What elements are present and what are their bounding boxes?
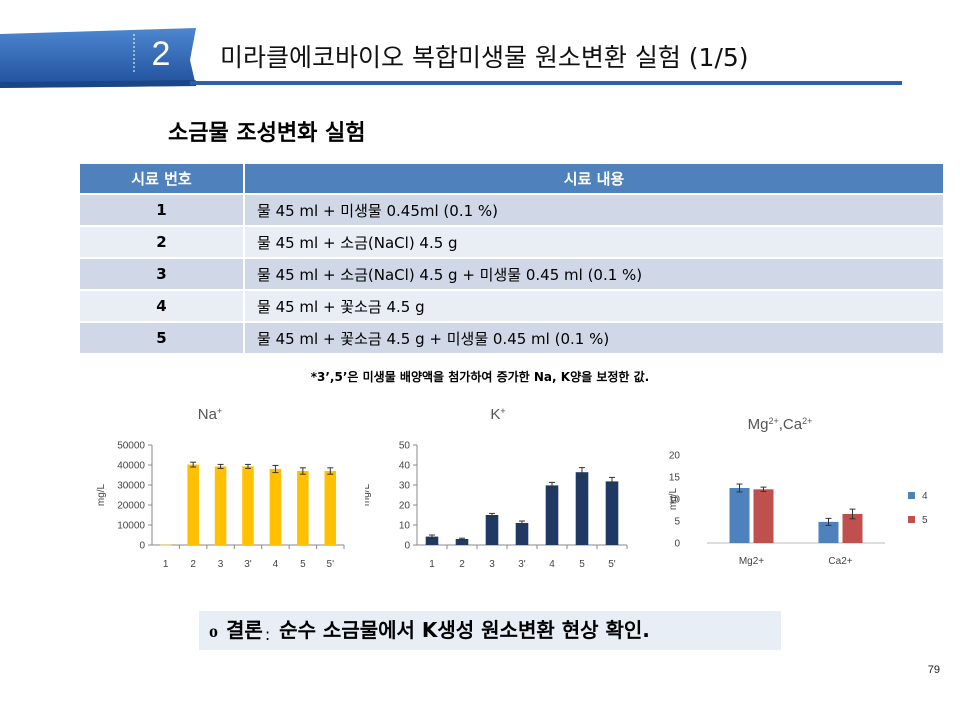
y-tick-label: 20 — [399, 501, 411, 512]
y-tick-label: 10000 — [117, 521, 145, 532]
legend-swatch — [908, 492, 915, 499]
y-tick-label: 30000 — [117, 481, 145, 492]
bar — [515, 523, 529, 545]
x-tick-label: 2 — [190, 559, 196, 570]
sample-table: 시료 번호 시료 내용 1 물 45 ml + 미생물 0.45ml (0.1 … — [80, 164, 943, 353]
table-row: 4 물 45 ml + 꽃소금 4.5 g — [80, 289, 943, 322]
x-tick-label: 5 — [300, 559, 306, 570]
bar — [297, 471, 309, 545]
bar — [575, 472, 589, 545]
bar — [242, 466, 254, 545]
x-tick-label: Ca2+ — [828, 556, 852, 567]
table-header-row: 시료 번호 시료 내용 — [80, 164, 943, 194]
chart-title: Mg2+,Ca2+ — [748, 416, 813, 433]
column-header-sample-content: 시료 내용 — [244, 164, 943, 194]
section-subtitle: 소금물 조성변화 실험 — [168, 121, 366, 146]
legend-label: 5 — [922, 515, 928, 526]
chart-title: K+ — [490, 406, 505, 423]
bar — [324, 471, 337, 545]
sample-content: 물 45 ml + 소금(NaCl) 4.5 g + 미생물 0.45 ml (… — [244, 257, 943, 290]
title-underline — [190, 81, 902, 85]
y-tick-label: 50000 — [117, 441, 145, 452]
y-tick-label: 20 — [669, 451, 681, 462]
mg-ca-chart: Mg2+,Ca2+ 0 5 10 15 20 mg/L Mg2+ Ca2+ 4 5 — [668, 416, 928, 567]
k-chart: K+ 0 10 20 30 40 50 mg/L 1 2 3 3' 4 5 5' — [365, 406, 628, 570]
y-tick-label: 10 — [399, 521, 411, 532]
y-tick-label: 0 — [674, 539, 680, 550]
legend-swatch — [908, 516, 915, 523]
section-number: 2 — [151, 35, 171, 73]
x-tick-label: 5' — [327, 559, 335, 570]
bullet-icon: o — [209, 621, 218, 641]
x-tick-label: 1 — [163, 559, 169, 570]
na-chart: Na+ 0 10000 20000 30000 40000 50000 mg/L 1 2 3 3' 4 5… — [96, 406, 345, 570]
bar — [269, 469, 282, 545]
column-header-sample-no: 시료 번호 — [80, 164, 245, 194]
sample-content: 물 45 ml + 꽃소금 4.5 g — [244, 289, 943, 322]
bar — [187, 464, 199, 545]
sample-no: 1 — [80, 193, 245, 226]
conclusion-text: 순수 소금물에서 K생성 원소변환 현상 확인. — [272, 618, 650, 642]
bar — [605, 481, 619, 545]
y-tick-label: 40000 — [117, 461, 145, 472]
y-tick-label: 0 — [404, 541, 410, 552]
chart-title: Na+ — [198, 406, 222, 423]
x-tick-label: 4 — [273, 559, 279, 570]
conclusion-box: o 결론: 순수 소금물에서 K생성 원소변환 현상 확인. — [199, 611, 781, 650]
x-tick-label: 5 — [579, 559, 585, 570]
sample-no: 5 — [80, 321, 245, 353]
y-tick-label: 15 — [669, 473, 681, 484]
bar — [425, 536, 439, 545]
table-row: 2 물 45 ml + 소금(NaCl) 4.5 g — [80, 225, 943, 258]
x-tick-label: Mg2+ — [739, 556, 764, 567]
x-tick-label: 3' — [244, 559, 252, 570]
x-tick-label: 5' — [608, 559, 616, 570]
bar — [455, 539, 469, 545]
bar — [729, 488, 750, 543]
table-row: 5 물 45 ml + 꽃소금 4.5 g + 미생물 0.45 ml (0.1… — [80, 321, 943, 353]
sample-no: 2 — [80, 225, 245, 258]
x-tick-label: 2 — [459, 559, 465, 570]
conclusion-label: 결론 — [226, 618, 263, 642]
table-footnote: *3’,5’은 미생물 배양액을 첨가하여 증가한 Na, K양을 보정한 값. — [310, 370, 650, 384]
sample-no: 4 — [80, 289, 245, 322]
sample-no: 3 — [80, 257, 245, 290]
conclusion-colon: : — [264, 625, 271, 644]
sample-content: 물 45 ml + 소금(NaCl) 4.5 g — [244, 225, 943, 258]
bar — [159, 544, 172, 546]
y-axis-label: mg/L — [365, 483, 372, 506]
table-row: 3 물 45 ml + 소금(NaCl) 4.5 g + 미생물 0.45 ml… — [80, 257, 943, 290]
y-tick-label: 50 — [399, 441, 411, 452]
sample-content: 물 45 ml + 미생물 0.45ml (0.1 %) — [244, 193, 943, 226]
y-tick-label: 40 — [399, 461, 411, 472]
bar — [545, 485, 559, 545]
x-tick-label: 1 — [429, 559, 435, 570]
x-tick-label: 3' — [518, 559, 526, 570]
x-tick-label: 3 — [218, 559, 224, 570]
table-row: 1 물 45 ml + 미생물 0.45ml (0.1 %) — [80, 193, 943, 226]
y-tick-label: 10 — [669, 495, 681, 506]
y-tick-label: 20000 — [117, 501, 145, 512]
page-title: 미라클에코바이오 복합미생물 원소변환 실험 (1/5) — [220, 43, 749, 72]
bar — [842, 513, 863, 543]
y-axis-label: mg/L — [668, 487, 679, 510]
x-tick-label: 4 — [549, 559, 555, 570]
y-tick-label: 30 — [399, 481, 411, 492]
header-ribbon — [0, 28, 196, 88]
bar — [818, 521, 839, 543]
y-tick-label: 0 — [139, 541, 145, 552]
legend-label: 4 — [922, 491, 928, 502]
bar — [214, 466, 227, 545]
page-number: 79 — [927, 664, 940, 676]
x-tick-label: 3 — [489, 559, 495, 570]
sample-content: 물 45 ml + 꽃소금 4.5 g + 미생물 0.45 ml (0.1 %… — [244, 321, 943, 353]
y-tick-label: 5 — [674, 517, 680, 528]
bar — [485, 515, 499, 545]
bar — [753, 489, 774, 543]
y-axis-label: mg/L — [96, 483, 107, 506]
